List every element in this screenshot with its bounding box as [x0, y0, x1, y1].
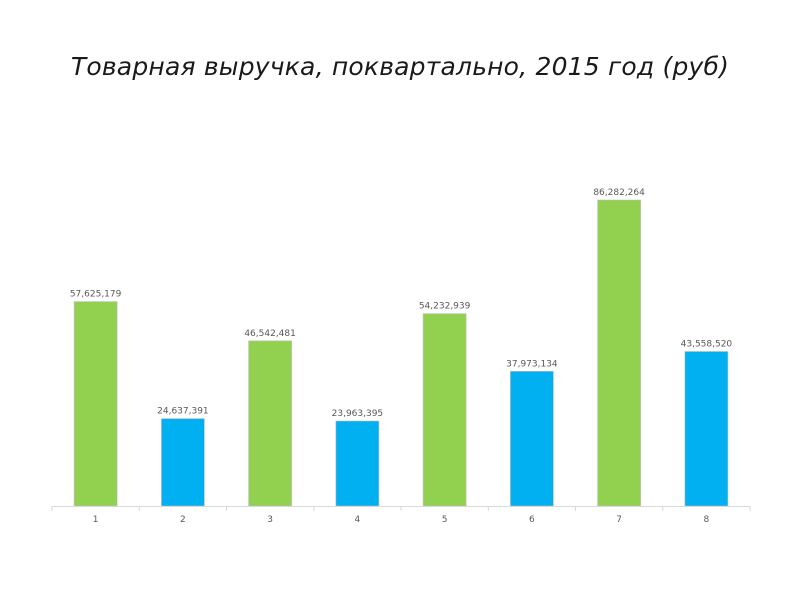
bar-5: [422, 313, 467, 507]
bar-7: [597, 199, 641, 507]
x-tick-label-6: 6: [529, 515, 535, 525]
x-tick-label-8: 8: [704, 515, 710, 525]
x-tick-label-2: 2: [180, 515, 186, 525]
data-label-5: 54,232,939: [419, 302, 471, 312]
x-tick-label-5: 5: [442, 515, 448, 525]
chart-title: Товарная выручка, поквартально, 2015 год…: [70, 52, 730, 81]
x-tick-label-1: 1: [93, 515, 99, 525]
x-tick-label-7: 7: [616, 515, 622, 525]
data-label-8: 43,558,520: [681, 340, 733, 350]
x-tick-label-4: 4: [355, 515, 361, 525]
data-label-7: 86,282,264: [593, 188, 645, 198]
data-label-3: 46,542,481: [244, 329, 296, 339]
data-label-1: 57,625,179: [70, 290, 122, 300]
data-label-6: 37,973,134: [506, 359, 558, 369]
bar-2: [161, 418, 205, 507]
bar-3: [248, 340, 292, 507]
data-label-2: 24,637,391: [157, 407, 209, 417]
bar-8: [684, 351, 729, 507]
x-tick-label-3: 3: [267, 515, 273, 525]
data-label-4: 23,963,395: [332, 409, 384, 419]
bar-1: [73, 301, 118, 507]
bar-4: [335, 420, 380, 507]
bar-6: [510, 370, 554, 507]
